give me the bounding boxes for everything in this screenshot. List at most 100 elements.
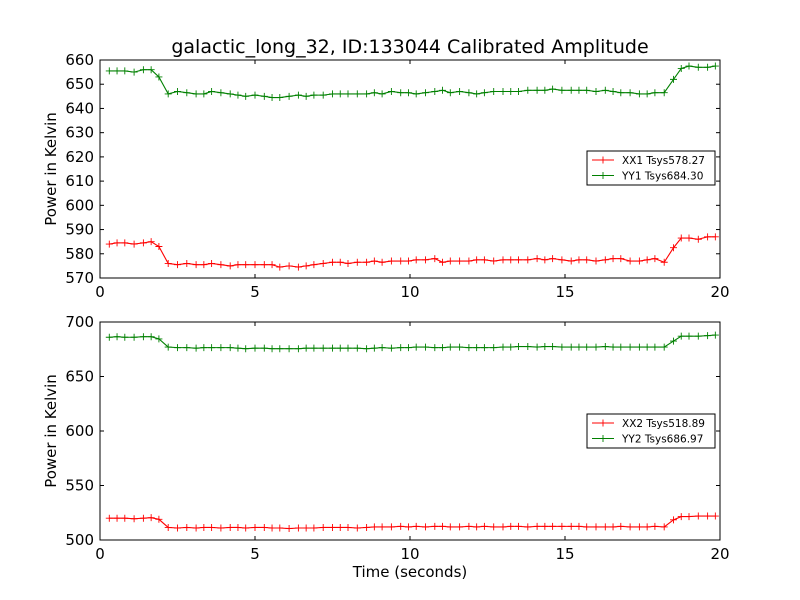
data-point bbox=[192, 524, 200, 532]
data-point bbox=[431, 522, 439, 530]
data-point bbox=[601, 86, 609, 94]
data-point bbox=[387, 523, 395, 531]
data-point bbox=[480, 256, 488, 264]
data-point bbox=[711, 512, 719, 520]
data-point bbox=[704, 332, 712, 340]
data-point bbox=[601, 256, 609, 264]
data-point bbox=[567, 343, 575, 351]
data-point bbox=[507, 256, 515, 264]
x-tick-label: 10 bbox=[400, 283, 419, 301]
data-point bbox=[626, 523, 634, 531]
data-point bbox=[670, 244, 677, 252]
data-point bbox=[473, 256, 481, 264]
data-point bbox=[651, 522, 659, 530]
plot-bottom: 0 5 10 15 20 500 550 600 650 700 Power in Kelvin Ti… bbox=[42, 313, 730, 581]
data-point bbox=[285, 262, 293, 270]
data-point bbox=[353, 258, 361, 266]
legend-label: XX2 Tsys518.89 bbox=[622, 418, 705, 430]
data-point bbox=[192, 261, 200, 269]
data-point bbox=[583, 256, 591, 264]
data-point bbox=[412, 343, 420, 351]
data-point bbox=[711, 233, 719, 241]
data-point bbox=[268, 94, 276, 102]
data-point bbox=[200, 261, 208, 269]
data-point bbox=[601, 343, 609, 351]
legend-label: YY1 Tsys684.30 bbox=[621, 171, 703, 183]
data-point bbox=[234, 91, 242, 99]
series-line-2 bbox=[109, 65, 716, 99]
data-point bbox=[319, 344, 327, 352]
data-point bbox=[670, 75, 677, 83]
legend-marker bbox=[599, 435, 607, 442]
data-point bbox=[234, 344, 242, 352]
data-point bbox=[558, 522, 566, 530]
data-point bbox=[208, 523, 216, 531]
data-point bbox=[711, 62, 719, 70]
data-point bbox=[694, 235, 702, 243]
data-point bbox=[208, 344, 216, 352]
data-point bbox=[260, 344, 268, 352]
data-point bbox=[310, 91, 318, 99]
data-point bbox=[592, 343, 600, 351]
data-point bbox=[404, 344, 412, 352]
data-point bbox=[643, 90, 651, 98]
data-point bbox=[344, 344, 352, 352]
data-point bbox=[617, 522, 625, 530]
data-point bbox=[694, 512, 702, 520]
data-point bbox=[422, 256, 429, 264]
data-point bbox=[446, 257, 454, 265]
data-point bbox=[336, 90, 344, 98]
data-point bbox=[174, 344, 181, 352]
y-tick-label: 500 bbox=[65, 531, 94, 549]
data-point bbox=[217, 89, 225, 97]
data-point bbox=[192, 90, 200, 98]
data-point bbox=[183, 344, 191, 352]
data-point bbox=[711, 331, 719, 339]
data-point bbox=[105, 333, 113, 341]
data-point bbox=[499, 87, 507, 95]
data-point bbox=[155, 335, 163, 343]
data-point bbox=[456, 257, 464, 265]
data-point bbox=[499, 343, 507, 351]
data-point bbox=[363, 345, 371, 353]
data-point bbox=[490, 257, 498, 265]
data-point bbox=[404, 89, 412, 97]
data-point bbox=[105, 67, 113, 75]
data-point bbox=[387, 344, 395, 352]
data-point bbox=[575, 343, 583, 351]
data-point bbox=[164, 523, 172, 531]
data-point bbox=[302, 344, 310, 352]
data-point bbox=[465, 257, 473, 265]
data-point bbox=[515, 87, 522, 95]
data-point bbox=[378, 523, 386, 531]
data-point bbox=[499, 523, 507, 531]
data-point bbox=[397, 257, 405, 265]
x-tick-label: 5 bbox=[250, 283, 260, 301]
data-point bbox=[285, 92, 293, 100]
data-point bbox=[268, 524, 276, 532]
legend-box bbox=[586, 413, 716, 449]
data-point bbox=[507, 87, 515, 95]
data-point bbox=[617, 89, 625, 97]
data-point bbox=[412, 256, 420, 264]
data-point bbox=[294, 263, 302, 271]
data-point bbox=[370, 257, 378, 265]
data-point bbox=[378, 258, 386, 266]
data-point bbox=[155, 515, 163, 523]
data-point bbox=[473, 523, 481, 531]
data-point bbox=[363, 523, 371, 531]
data-point bbox=[575, 86, 583, 94]
data-point bbox=[694, 332, 702, 340]
data-point bbox=[370, 344, 378, 352]
data-point bbox=[302, 524, 310, 532]
data-point bbox=[685, 62, 693, 70]
data-point bbox=[677, 234, 685, 242]
data-point bbox=[226, 90, 234, 98]
data-point bbox=[490, 523, 498, 531]
data-point bbox=[704, 63, 712, 71]
data-point bbox=[575, 256, 583, 264]
data-point bbox=[567, 522, 575, 530]
data-point bbox=[626, 343, 634, 351]
legend-label: XX1 Tsys578.27 bbox=[622, 155, 705, 167]
data-point bbox=[431, 344, 439, 352]
